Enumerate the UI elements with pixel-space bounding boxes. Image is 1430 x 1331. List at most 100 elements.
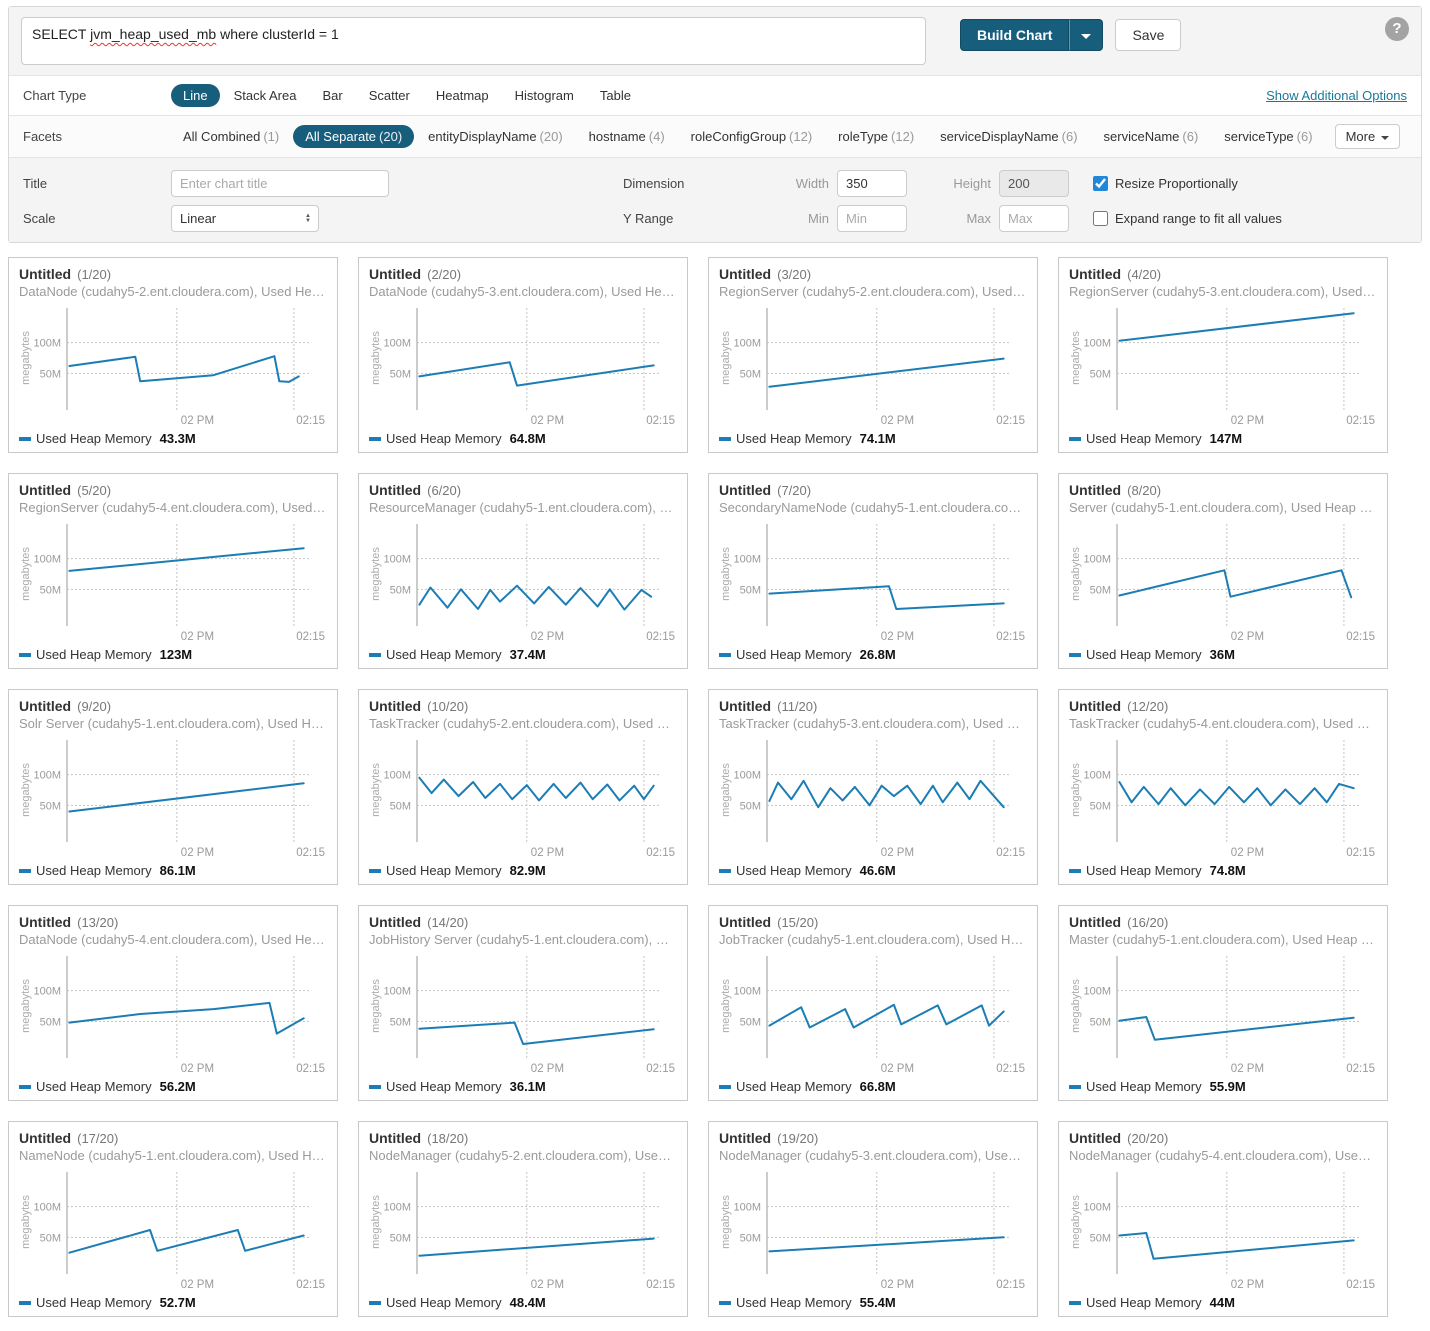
- legend-value: 123M: [159, 647, 193, 662]
- facet-option-all-combined[interactable]: All Combined (1): [183, 129, 280, 144]
- facet-option-servicename[interactable]: serviceName (6): [1103, 129, 1199, 144]
- chart-plot-area[interactable]: megabytes 50M 100M 02 PM 02:15: [19, 1164, 327, 1294]
- chart-legend: Used Heap Memory 52.7M: [19, 1295, 327, 1310]
- facet-option-servicetype[interactable]: serviceType (6): [1224, 129, 1313, 144]
- legend-value: 36.1M: [509, 1079, 546, 1094]
- chart-plot-area[interactable]: megabytes 50M 100M 02 PM 02:15: [19, 948, 327, 1078]
- chart-plot-area[interactable]: megabytes 50M 100M 02 PM 02:15: [1069, 732, 1377, 862]
- svg-text:100M: 100M: [733, 770, 761, 782]
- svg-text:02:15: 02:15: [1346, 415, 1375, 427]
- expand-range-checkbox[interactable]: [1093, 211, 1108, 226]
- help-icon[interactable]: ?: [1385, 17, 1409, 41]
- chart-type-option-table[interactable]: Table: [599, 88, 631, 103]
- chart-type-option-bar[interactable]: Bar: [322, 88, 343, 103]
- height-input[interactable]: [999, 170, 1069, 197]
- facets-more-button[interactable]: More: [1334, 124, 1401, 149]
- svg-text:02:15: 02:15: [296, 415, 325, 427]
- chart-plot-area[interactable]: megabytes 50M 100M 02 PM 02:15: [19, 732, 327, 862]
- chart-plot-area[interactable]: megabytes 50M 100M 02 PM 02:15: [369, 516, 677, 646]
- chart-plot-area[interactable]: megabytes 50M 100M 02 PM 02:15: [369, 732, 677, 862]
- chart-legend: Used Heap Memory 56.2M: [19, 1079, 327, 1094]
- build-chart-button-group: Build Chart: [960, 19, 1104, 51]
- svg-text:megabytes: megabytes: [720, 547, 732, 601]
- facet-option-all-separate[interactable]: All Separate (20): [293, 125, 415, 148]
- scale-yrange-row: Scale Linear ▲▼ Y Range Min Max Expand r…: [9, 197, 1421, 232]
- svg-text:02:15: 02:15: [646, 631, 675, 643]
- svg-text:megabytes: megabytes: [1070, 547, 1082, 601]
- chart-type-option-scatter[interactable]: Scatter: [368, 88, 410, 103]
- facet-option-servicedisplayname[interactable]: serviceDisplayName (6): [940, 129, 1078, 144]
- facet-option-hostname[interactable]: hostname (4): [588, 129, 665, 144]
- svg-text:02 PM: 02 PM: [1231, 847, 1264, 859]
- chart-type-option-histogram[interactable]: Histogram: [514, 88, 574, 103]
- chart-plot-area[interactable]: megabytes 50M 100M 02 PM 02:15: [719, 516, 1027, 646]
- chart-plot-area[interactable]: megabytes 50M 100M 02 PM 02:15: [719, 948, 1027, 1078]
- legend-value: 43.3M: [159, 431, 196, 446]
- chart-card: Untitled (2/20) DataNode (cudahy5-3.ent.cl…: [358, 257, 688, 453]
- show-additional-options-link[interactable]: Show Additional Options: [1266, 88, 1407, 103]
- svg-text:02 PM: 02 PM: [881, 1279, 914, 1291]
- svg-text:02 PM: 02 PM: [181, 415, 214, 427]
- chart-plot-area[interactable]: megabytes 50M 100M 02 PM 02:15: [19, 300, 327, 430]
- chart-card: Untitled (10/20) TaskTracker (cudahy5-2.en…: [358, 689, 688, 885]
- chart-plot-area[interactable]: megabytes 50M 100M 02 PM 02:15: [719, 300, 1027, 430]
- chart-title-input[interactable]: [171, 170, 389, 197]
- chart-card: Untitled (12/20) TaskTracker (cudahy5-4.en…: [1058, 689, 1388, 885]
- chart-type-option-stack-area[interactable]: Stack Area: [233, 88, 297, 103]
- chart-type-option-heatmap[interactable]: Heatmap: [435, 88, 489, 103]
- svg-text:02 PM: 02 PM: [1231, 631, 1264, 643]
- chart-plot-area[interactable]: megabytes 50M 100M 02 PM 02:15: [1069, 300, 1377, 430]
- width-label: Width: [795, 176, 829, 191]
- facet-option-entitydisplayname[interactable]: entityDisplayName (20): [428, 129, 563, 144]
- yrange-min-input[interactable]: [837, 205, 907, 232]
- svg-text:100M: 100M: [33, 338, 61, 350]
- svg-text:02:15: 02:15: [646, 1063, 675, 1075]
- save-button[interactable]: Save: [1115, 19, 1182, 51]
- chart-plot-area[interactable]: megabytes 50M 100M 02 PM 02:15: [369, 300, 677, 430]
- query-input[interactable]: SELECT jvm_heap_used_mb where clusterId …: [21, 17, 926, 65]
- svg-text:02:15: 02:15: [996, 631, 1025, 643]
- chart-subtitle: DataNode (cudahy5-2.ent.cloudera.com), U…: [19, 284, 327, 299]
- chart-plot-area[interactable]: megabytes 50M 100M 02 PM 02:15: [19, 516, 327, 646]
- chart-subtitle: NodeManager (cudahy5-2.ent.cloudera.com)…: [369, 1148, 677, 1163]
- facet-option-roletype[interactable]: roleType (12): [838, 129, 915, 144]
- chart-plot-area[interactable]: megabytes 50M 100M 02 PM 02:15: [719, 1164, 1027, 1294]
- legend-value: 37.4M: [509, 647, 546, 662]
- chart-legend: Used Heap Memory 64.8M: [369, 431, 677, 446]
- chart-plot-area[interactable]: megabytes 50M 100M 02 PM 02:15: [369, 1164, 677, 1294]
- build-chart-dropdown-button[interactable]: [1069, 19, 1104, 51]
- title-dimension-row: Title Dimension Width Height Resize Prop…: [9, 162, 1421, 197]
- svg-text:50M: 50M: [740, 800, 761, 812]
- legend-swatch-icon: [369, 436, 381, 441]
- chart-legend: Used Heap Memory 147M: [1069, 431, 1377, 446]
- chart-plot-area[interactable]: megabytes 50M 100M 02 PM 02:15: [369, 948, 677, 1078]
- legend-value: 46.6M: [859, 863, 896, 878]
- svg-text:02 PM: 02 PM: [881, 415, 914, 427]
- svg-text:megabytes: megabytes: [20, 547, 32, 601]
- svg-text:megabytes: megabytes: [370, 331, 382, 385]
- legend-swatch-icon: [369, 652, 381, 657]
- chart-card-header: Untitled (15/20): [719, 914, 1027, 930]
- build-chart-button[interactable]: Build Chart: [960, 19, 1070, 51]
- chart-plot-area[interactable]: megabytes 50M 100M 02 PM 02:15: [1069, 516, 1377, 646]
- resize-proportionally-checkbox[interactable]: [1093, 176, 1108, 191]
- legend-label: Used Heap Memory: [1086, 1079, 1202, 1094]
- yrange-max-input[interactable]: [999, 205, 1069, 232]
- chart-plot-area[interactable]: megabytes 50M 100M 02 PM 02:15: [1069, 948, 1377, 1078]
- facet-option-roleconfiggroup[interactable]: roleConfigGroup (12): [690, 129, 813, 144]
- scale-select[interactable]: Linear: [171, 205, 319, 232]
- chart-title: Untitled: [369, 914, 422, 930]
- width-input[interactable]: [837, 170, 907, 197]
- dimension-label: Dimension: [623, 176, 685, 191]
- chart-type-row: Chart Type Line Stack Area Bar Scatter Heatm…: [9, 75, 1421, 115]
- legend-swatch-icon: [1069, 868, 1081, 873]
- chart-plot-area[interactable]: megabytes 50M 100M 02 PM 02:15: [1069, 1164, 1377, 1294]
- chart-title: Untitled: [19, 1130, 72, 1146]
- chart-plot-area[interactable]: megabytes 50M 100M 02 PM 02:15: [719, 732, 1027, 862]
- chart-title: Untitled: [19, 914, 72, 930]
- chart-type-option-line[interactable]: Line: [171, 84, 220, 107]
- chart-index: (14/20): [427, 915, 469, 930]
- chart-index: (16/20): [1127, 915, 1169, 930]
- svg-text:megabytes: megabytes: [1070, 331, 1082, 385]
- chevron-down-icon: [1381, 135, 1390, 140]
